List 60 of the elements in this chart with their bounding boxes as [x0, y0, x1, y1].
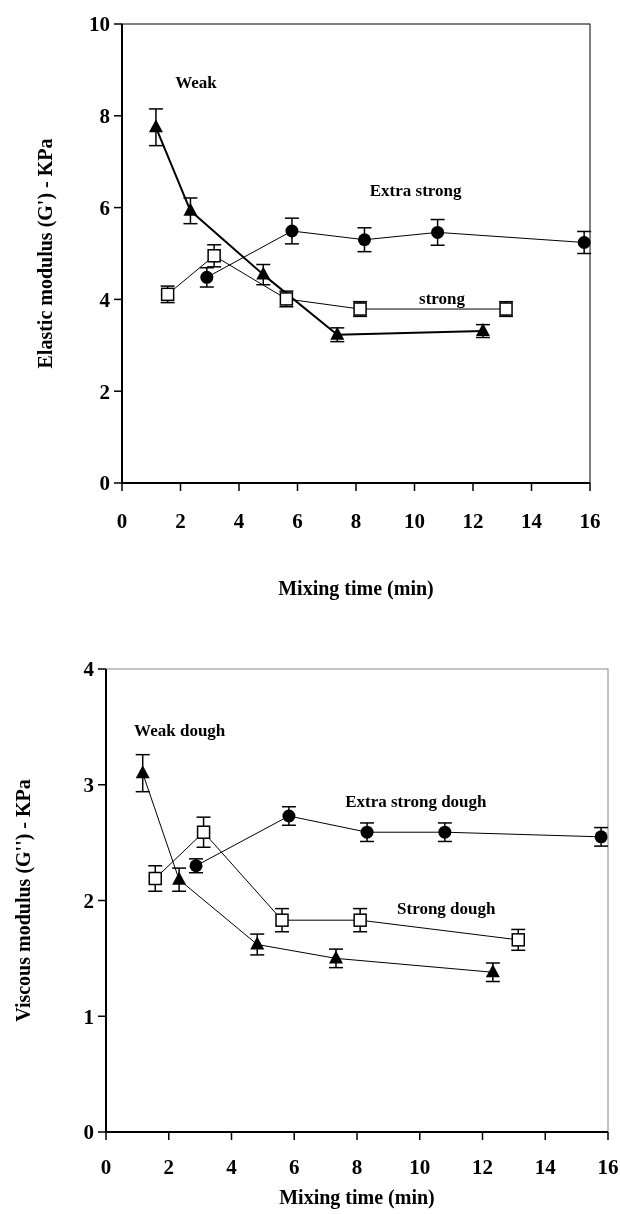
point [328, 950, 343, 964]
point [431, 225, 445, 239]
point [148, 871, 163, 886]
point [511, 933, 526, 947]
x-axis-title: Mixing time (min) [278, 577, 434, 600]
x-tick-label: 16 [597, 1155, 619, 1179]
y-tick-label: 1 [83, 1004, 94, 1029]
point [183, 202, 198, 216]
y-axis-title: Elastic modulus (G') - KPa [34, 138, 57, 369]
point [357, 233, 371, 247]
x-tick-label: 14 [521, 509, 543, 533]
series-label: Extra strong [369, 181, 462, 201]
point [594, 830, 608, 844]
y-tick-label: 6 [99, 195, 110, 220]
point [282, 809, 296, 823]
y-tick-label: 4 [99, 287, 111, 312]
y-tick-label: 4 [83, 657, 95, 682]
x-tick-label: 2 [175, 509, 186, 533]
y-tick-label: 3 [83, 773, 94, 798]
series-label: Strong dough [397, 898, 497, 918]
x-tick-label: 14 [534, 1155, 557, 1179]
y-tick-label: 0 [83, 1120, 94, 1145]
point [148, 119, 163, 133]
x-tick-label: 12 [472, 1155, 493, 1179]
x-tick-label: 6 [292, 509, 303, 533]
point [172, 871, 187, 885]
x-tick-label: 0 [116, 509, 128, 533]
x-tick-label: 8 [350, 509, 362, 533]
point [485, 964, 500, 978]
y-tick-label: 0 [99, 471, 110, 496]
point [353, 913, 367, 927]
y-tick-label: 8 [99, 104, 110, 129]
y-tick-label: 2 [83, 888, 94, 913]
x-tick-label: 4 [226, 1155, 238, 1179]
point [196, 825, 211, 839]
point [135, 765, 150, 779]
series-label: strong [419, 288, 466, 308]
x-tick-label: 4 [233, 509, 245, 533]
x-tick-label: 10 [409, 1155, 431, 1179]
point [577, 235, 591, 249]
x-axis-title: Mixing time (min) [279, 1186, 435, 1209]
x-tick-label: 2 [163, 1155, 174, 1179]
x-tick-label: 16 [579, 509, 601, 533]
y-tick-label: 2 [99, 379, 110, 404]
x-tick-label: 12 [462, 509, 484, 533]
point [438, 825, 452, 839]
point [360, 825, 374, 839]
y-tick-label: 10 [89, 12, 110, 37]
point [256, 266, 271, 280]
y-axis-title: Viscous modulus (G'') - KPa [12, 779, 35, 1022]
series-label: Weak [175, 73, 218, 93]
point [250, 936, 265, 950]
point [285, 224, 299, 238]
point [275, 913, 289, 927]
x-tick-label: 8 [351, 1155, 363, 1179]
series-label: Extra strong dough [345, 792, 488, 812]
x-tick-label: 6 [289, 1155, 300, 1179]
x-tick-label: 10 [404, 509, 425, 533]
series-label: Weak dough [134, 721, 226, 741]
point [207, 249, 221, 263]
